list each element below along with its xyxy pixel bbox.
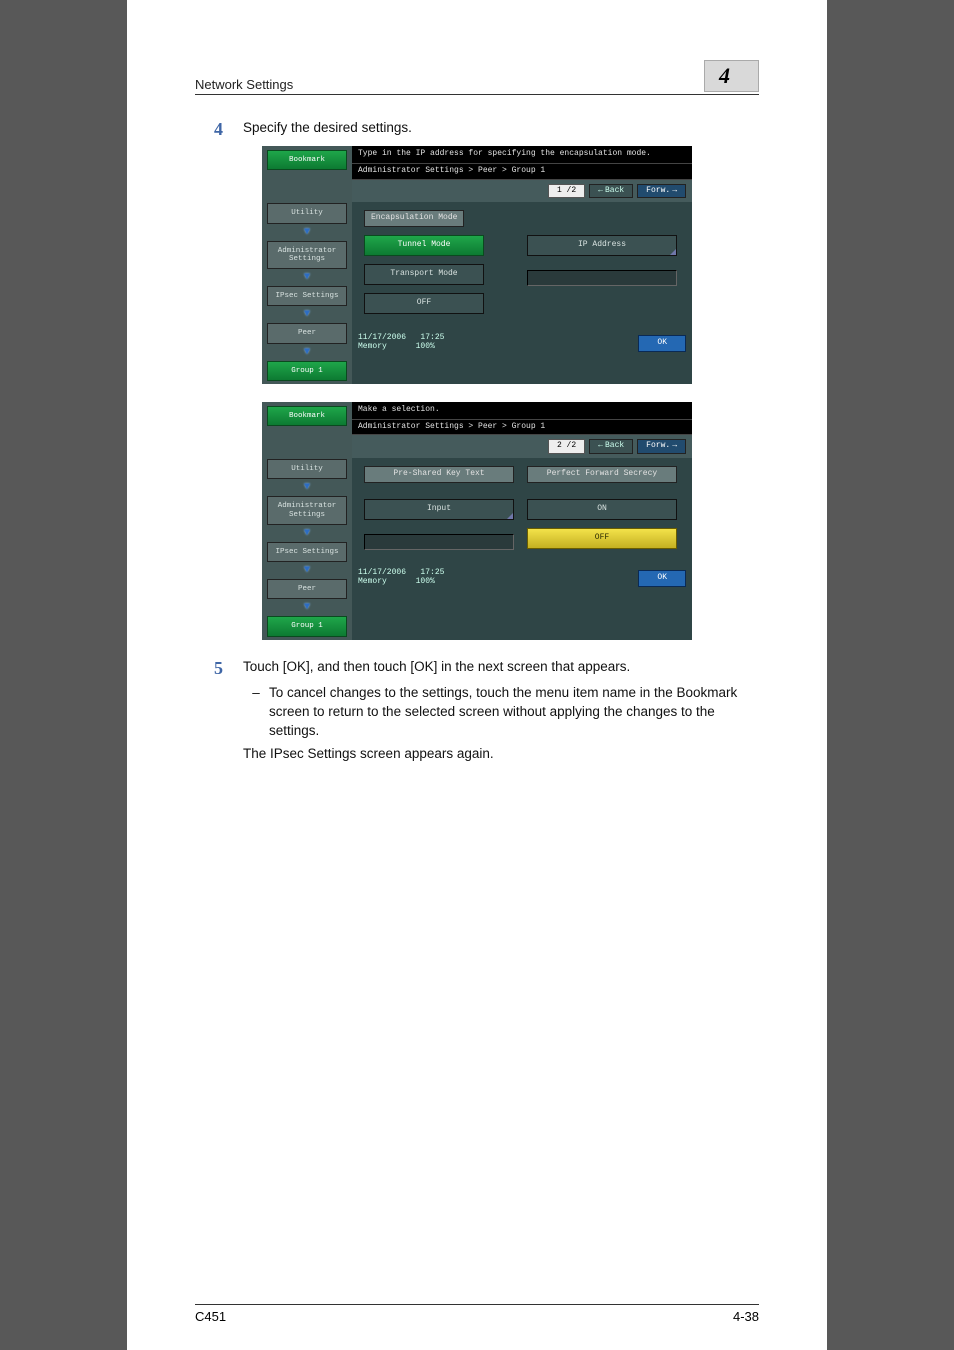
bookmark-button[interactable]: Bookmark <box>267 406 347 426</box>
step-5-after: The IPsec Settings screen appears again. <box>243 745 759 764</box>
sidebar-peer[interactable]: Peer <box>267 579 347 599</box>
arrow-down-icon: ▼ <box>267 528 347 539</box>
input-button[interactable]: Input <box>364 499 514 520</box>
device-screen-1: Bookmark Utility ▼ Administrator Setting… <box>262 146 692 384</box>
preshared-field[interactable] <box>364 534 514 550</box>
ip-address-button[interactable]: IP Address <box>527 235 677 256</box>
ok-button[interactable]: OK <box>638 570 686 587</box>
chapter-number: 4 <box>719 63 730 88</box>
arrow-down-icon: ▼ <box>267 227 347 238</box>
section-label: Encapsulation Mode <box>364 210 464 227</box>
datetime: 11/17/2006 17:25 Memory 100% <box>358 568 444 587</box>
arrow-left-icon: ← <box>598 442 603 451</box>
sidebar-1: Bookmark Utility ▼ Administrator Setting… <box>262 146 352 384</box>
sidebar-ipsec[interactable]: IPsec Settings <box>267 286 347 306</box>
sidebar-peer[interactable]: Peer <box>267 323 347 343</box>
corner-icon <box>507 513 513 519</box>
arrow-down-icon: ▼ <box>267 347 347 358</box>
bookmark-button[interactable]: Bookmark <box>267 150 347 170</box>
back-button[interactable]: ←Back <box>589 184 633 199</box>
sidebar-admin[interactable]: Administrator Settings <box>267 496 347 525</box>
sidebar-utility[interactable]: Utility <box>267 203 347 223</box>
arrow-down-icon: ▼ <box>267 482 347 493</box>
sidebar-2: Bookmark Utility ▼ Administrator Setting… <box>262 402 352 640</box>
sidebar-group[interactable]: Group 1 <box>267 616 347 636</box>
sidebar-group[interactable]: Group 1 <box>267 361 347 381</box>
step-5-sub: – To cancel changes to the settings, tou… <box>243 684 759 741</box>
tunnel-mode-button[interactable]: Tunnel Mode <box>364 235 484 256</box>
device-screen-2: Bookmark Utility ▼ Administrator Setting… <box>262 402 692 640</box>
sidebar-ipsec[interactable]: IPsec Settings <box>267 542 347 562</box>
pager-row: 2 /2 ←Back Forw.→ <box>352 435 692 458</box>
forward-button[interactable]: Forw.→ <box>637 439 686 454</box>
top-message: Type in the IP address for specifying th… <box>352 146 692 163</box>
arrow-right-icon: → <box>672 442 677 451</box>
on-button[interactable]: ON <box>527 499 677 520</box>
arrow-left-icon: ← <box>598 187 603 196</box>
breadcrumb: Administrator Settings > Peer > Group 1 <box>352 163 692 180</box>
step-5-text: Touch [OK], and then touch [OK] in the n… <box>243 658 759 677</box>
ip-address-field[interactable] <box>527 270 677 286</box>
top-message: Make a selection. <box>352 402 692 419</box>
footer-right: 4-38 <box>733 1309 759 1324</box>
step-5: 5 Touch [OK], and then touch [OK] in the… <box>195 658 759 772</box>
back-button[interactable]: ←Back <box>589 439 633 454</box>
step-5-sub-text: To cancel changes to the settings, touch… <box>269 684 759 741</box>
sidebar-admin[interactable]: Administrator Settings <box>267 241 347 270</box>
device-footer: 11/17/2006 17:25 Memory 100% OK <box>352 565 692 592</box>
pager-row: 1 /2 ←Back Forw.→ <box>352 180 692 203</box>
transport-mode-button[interactable]: Transport Mode <box>364 264 484 285</box>
preshared-label: Pre-Shared Key Text <box>364 466 514 483</box>
arrow-down-icon: ▼ <box>267 309 347 320</box>
arrow-down-icon: ▼ <box>267 272 347 283</box>
step-4: 4 Specify the desired settings. <box>195 119 759 140</box>
pfs-label: Perfect Forward Secrecy <box>527 466 677 483</box>
step-4-number: 4 <box>195 119 243 140</box>
sidebar-utility[interactable]: Utility <box>267 459 347 479</box>
off-button[interactable]: OFF <box>364 293 484 314</box>
page-indicator: 2 /2 <box>548 439 585 454</box>
step-4-text: Specify the desired settings. <box>243 119 759 140</box>
datetime: 11/17/2006 17:25 Memory 100% <box>358 333 444 352</box>
page-footer: C451 4-38 <box>195 1304 759 1324</box>
forward-button[interactable]: Forw.→ <box>637 184 686 199</box>
breadcrumb: Administrator Settings > Peer > Group 1 <box>352 419 692 436</box>
footer-left: C451 <box>195 1309 226 1324</box>
dash-icon: – <box>243 684 269 741</box>
chapter-badge: 4 <box>704 60 759 92</box>
page-header: Network Settings 4 <box>195 60 759 95</box>
arrow-down-icon: ▼ <box>267 565 347 576</box>
page-indicator: 1 /2 <box>548 184 585 199</box>
step-5-number: 5 <box>195 658 243 772</box>
arrow-down-icon: ▼ <box>267 602 347 613</box>
ok-button[interactable]: OK <box>638 335 686 352</box>
arrow-right-icon: → <box>672 187 677 196</box>
header-title: Network Settings <box>195 77 293 92</box>
corner-icon <box>670 249 676 255</box>
device-footer: 11/17/2006 17:25 Memory 100% OK <box>352 330 692 357</box>
off-button[interactable]: OFF <box>527 528 677 549</box>
